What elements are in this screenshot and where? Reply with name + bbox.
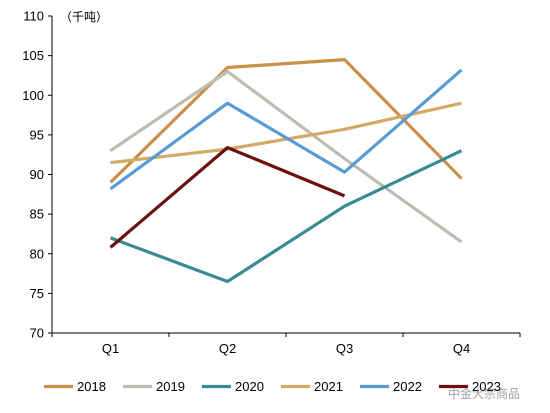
legend-label-2023: 2023: [472, 379, 501, 394]
series-line-2020: [109, 149, 463, 284]
x-tick-label: Q3: [336, 341, 353, 356]
y-tick-label: 75: [30, 286, 44, 301]
x-tick-label: Q2: [219, 341, 236, 356]
y-axis-ticks: 70 75 80 85 90 95 100 105 110: [22, 9, 52, 341]
y-tick-label: 85: [30, 207, 44, 222]
series-line-2018: [109, 57, 463, 184]
y-tick-label: 95: [30, 127, 44, 142]
legend: 2018 2019 2020 2021 2022 2023: [44, 379, 501, 394]
series-line-2022: [109, 68, 463, 191]
series-line-2019: [109, 69, 463, 244]
watermark: 中金大宗商品: [448, 386, 520, 401]
x-tick-label: Q4: [453, 341, 470, 356]
x-axis-ticks: Q1 Q2 Q3 Q4: [51, 333, 521, 356]
y-tick-label: 100: [22, 88, 44, 103]
y-tick-label: 90: [30, 167, 44, 182]
legend-label-2020: 2020: [235, 379, 264, 394]
unit-label: （千吨）: [60, 10, 108, 24]
x-tick-label: Q1: [102, 341, 119, 356]
y-tick-label: 80: [30, 246, 44, 261]
legend-label-2021: 2021: [314, 379, 343, 394]
y-tick-label: 105: [22, 48, 44, 63]
y-tick-label: 110: [23, 9, 44, 24]
y-tick-label: 70: [30, 326, 44, 341]
legend-label-2018: 2018: [77, 379, 106, 394]
series-lines: [109, 57, 463, 284]
legend-label-2019: 2019: [156, 379, 185, 394]
series-line-2023: [109, 146, 346, 249]
legend-label-2022: 2022: [393, 379, 422, 394]
